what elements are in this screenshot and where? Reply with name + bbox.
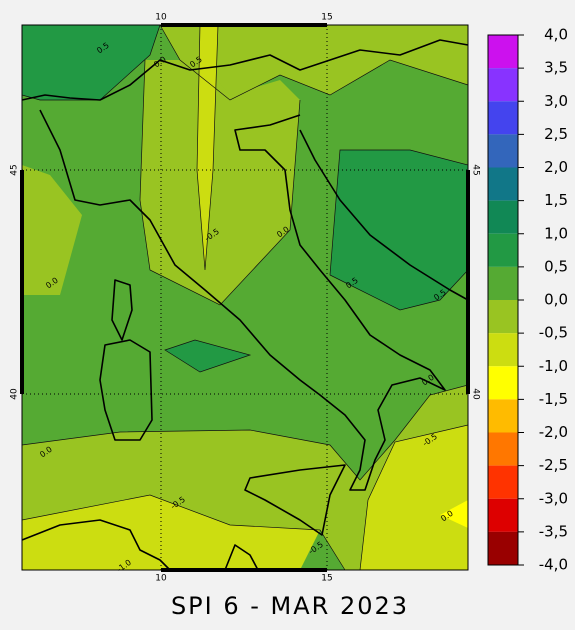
colorbar-segment	[488, 233, 518, 267]
region-05-1	[22, 25, 160, 100]
colorbar-label: -2,5	[539, 456, 568, 474]
colorbar-segment	[488, 498, 518, 532]
region-0-05	[300, 530, 345, 570]
colorbar-label: 0,5	[544, 257, 568, 275]
y-tick-label: 40	[10, 388, 20, 400]
colorbar-segment	[488, 68, 518, 102]
colorbar-segment	[488, 200, 518, 234]
colorbar-label: -2,0	[539, 423, 568, 441]
colorbar-label: -1,0	[539, 357, 568, 375]
colorbar-label: -3,5	[539, 522, 568, 540]
colorbar-segment	[488, 366, 518, 400]
title: SPI 6 - MAR 2023	[171, 592, 409, 620]
colorbar-segment	[488, 432, 518, 466]
coastlines	[21, 39, 469, 571]
region-m1-m05	[22, 495, 345, 570]
colorbar-segment	[488, 266, 518, 300]
colorbar-label: 2,5	[544, 125, 568, 143]
colorbar-segment	[488, 399, 518, 433]
x-tick-label: 15	[321, 13, 332, 23]
region-m05-0	[22, 165, 82, 295]
x-tick-label: 10	[155, 574, 167, 584]
colorbar-label: 1,5	[544, 191, 568, 209]
region-m05-0	[140, 60, 300, 305]
colorbar-segment	[488, 300, 518, 334]
colorbar-segment	[488, 531, 518, 565]
region-m1-m05	[360, 425, 468, 570]
colorbar-segment	[488, 101, 518, 135]
x-tick-label: 10	[155, 13, 167, 23]
region-m15-m1	[440, 500, 468, 528]
colorbar-label: 2,0	[544, 158, 568, 176]
colorbar-segment	[488, 167, 518, 201]
colorbar-segment	[488, 465, 518, 499]
region-m05-0	[160, 25, 468, 100]
colorbar-label: 4,0	[544, 26, 568, 44]
y-tick-label: 45	[471, 164, 481, 175]
colorbar-label: 3,0	[544, 92, 568, 110]
colorbar-segment	[488, 333, 518, 367]
y-tick-label: 40	[471, 388, 481, 400]
colorbar-segment	[488, 35, 518, 69]
colorbar-segment	[488, 134, 518, 168]
colorbar-label: -4,0	[539, 556, 568, 574]
x-tick-label: 15	[321, 574, 332, 584]
colorbar-label: -0,5	[539, 324, 568, 342]
colorbar-label: 0,0	[544, 291, 568, 309]
grid	[22, 25, 468, 570]
map	[21, 24, 469, 571]
region-05-1	[330, 150, 468, 310]
colorbar-label: 3,5	[544, 59, 568, 77]
colorbar-label: -1,5	[539, 390, 568, 408]
colorbar-label: -3,0	[539, 489, 568, 507]
y-tick-label: 45	[10, 164, 20, 175]
colorbar-label: 1,0	[544, 224, 568, 242]
colorbar: 4,0 3,5 3,0 2,5 2,0 1,5 1,0 0,5 0,0 -0,5 -1,0 -1,5 -…	[487, 26, 568, 574]
region-05-1	[165, 340, 250, 372]
